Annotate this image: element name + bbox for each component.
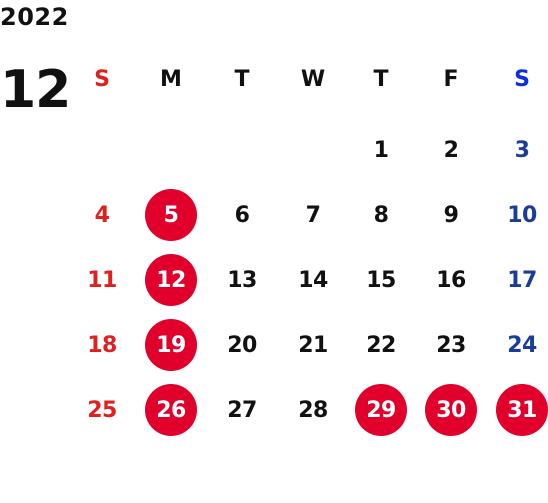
day-cell: 11 (87, 267, 117, 293)
holiday-day-cell: 30 (425, 384, 477, 436)
day-cell: 18 (87, 332, 117, 358)
holiday-day-cell: 5 (145, 189, 197, 241)
day-cell: 1 (373, 137, 389, 163)
day-cell: 22 (366, 332, 396, 358)
day-cell: 27 (227, 397, 257, 423)
year-label: 2022 (0, 3, 69, 31)
holiday-day-cell: 12 (145, 254, 197, 306)
day-cell: 20 (227, 332, 257, 358)
holiday-day-cell: 31 (496, 384, 548, 436)
day-cell: 3 (514, 137, 530, 163)
day-cell: 21 (298, 332, 328, 358)
day-cell: 24 (507, 332, 537, 358)
day-cell: 10 (507, 202, 537, 228)
holiday-day-cell: 29 (355, 384, 407, 436)
day-cell: 9 (443, 202, 459, 228)
holiday-day-cell: 26 (145, 384, 197, 436)
month-label: 12 (0, 60, 71, 120)
day-cell: 28 (298, 397, 328, 423)
day-cell: 4 (94, 202, 110, 228)
day-cell: 2 (443, 137, 459, 163)
day-cell: 6 (234, 202, 250, 228)
day-cell: 17 (507, 267, 537, 293)
day-cell: 16 (436, 267, 466, 293)
day-cell: 13 (227, 267, 257, 293)
day-cell: 14 (298, 267, 328, 293)
day-cell: 23 (436, 332, 466, 358)
holiday-day-cell: 19 (145, 319, 197, 371)
day-cell: 25 (87, 397, 117, 423)
day-cell: 8 (373, 202, 389, 228)
day-cell: 15 (366, 267, 396, 293)
day-cell: 7 (305, 202, 321, 228)
